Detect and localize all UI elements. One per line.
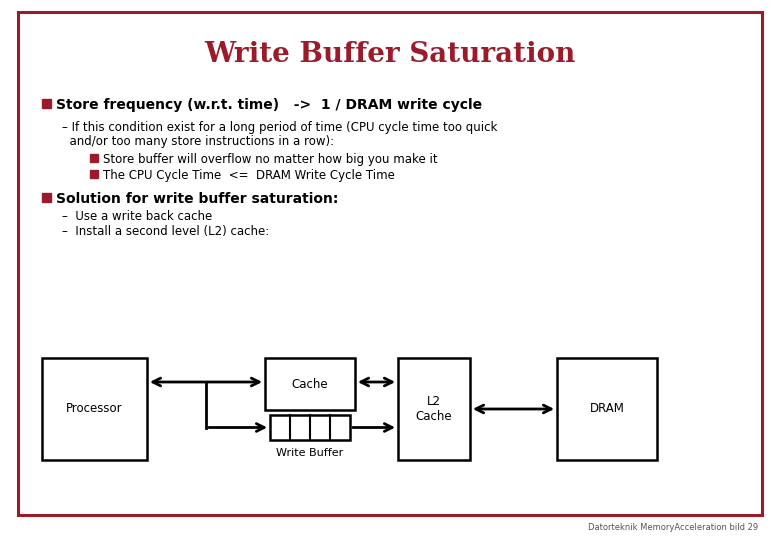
- Bar: [398, 358, 470, 460]
- Bar: [90, 170, 98, 178]
- Text: L2
Cache: L2 Cache: [416, 395, 452, 423]
- Bar: [557, 358, 657, 460]
- Bar: [265, 358, 355, 410]
- Text: Datorteknik MemoryAcceleration bild 29: Datorteknik MemoryAcceleration bild 29: [588, 523, 758, 532]
- Text: –  Use a write back cache: – Use a write back cache: [62, 211, 212, 224]
- Text: and/or too many store instructions in a row):: and/or too many store instructions in a …: [62, 134, 334, 147]
- Text: –  Install a second level (L2) cache:: – Install a second level (L2) cache:: [62, 225, 269, 238]
- Text: – If this condition exist for a long period of time (CPU cycle time too quick: – If this condition exist for a long per…: [62, 120, 498, 133]
- Text: Processor: Processor: [66, 402, 122, 415]
- Text: Write Buffer: Write Buffer: [276, 448, 344, 458]
- Text: The CPU Cycle Time  <=  DRAM Write Cycle Time: The CPU Cycle Time <= DRAM Write Cycle T…: [103, 168, 395, 181]
- Text: DRAM: DRAM: [590, 402, 625, 415]
- Text: Cache: Cache: [292, 377, 328, 390]
- Bar: [42, 193, 51, 202]
- Bar: [42, 99, 51, 108]
- Bar: [42, 358, 147, 460]
- Text: Store frequency (w.r.t. time)   ->  1 / DRAM write cycle: Store frequency (w.r.t. time) -> 1 / DRA…: [56, 98, 482, 112]
- Bar: [90, 154, 98, 162]
- Text: Store buffer will overflow no matter how big you make it: Store buffer will overflow no matter how…: [103, 152, 438, 165]
- Text: Solution for write buffer saturation:: Solution for write buffer saturation:: [56, 192, 339, 206]
- Text: Write Buffer Saturation: Write Buffer Saturation: [204, 42, 576, 69]
- Bar: [270, 415, 350, 440]
